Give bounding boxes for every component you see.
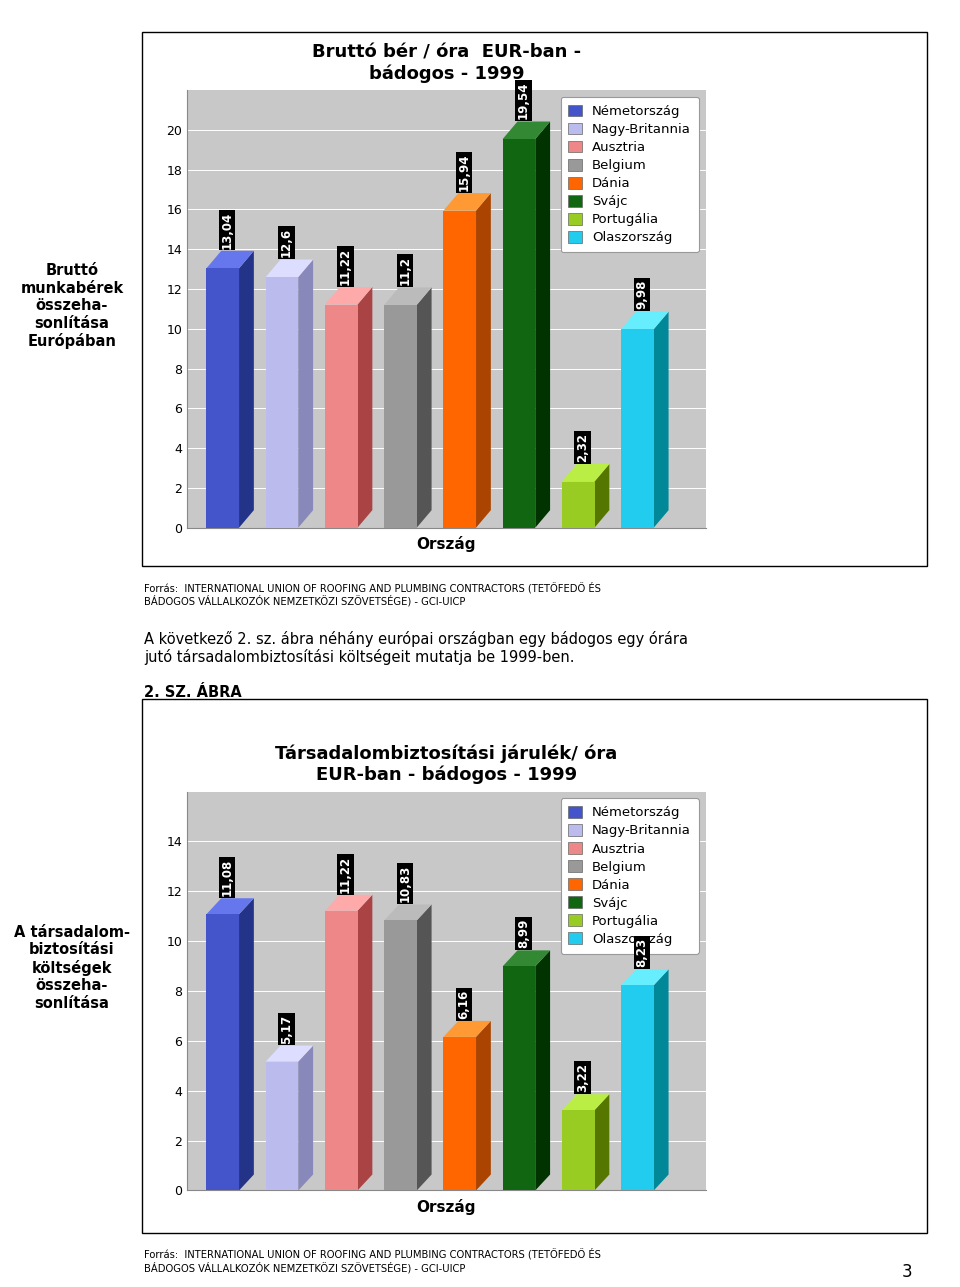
- Polygon shape: [444, 211, 476, 528]
- Text: 12,6: 12,6: [280, 228, 293, 257]
- Legend: Németország, Nagy-Britannia, Ausztria, Belgium, Dánia, Svájc, Portugália, Olaszo: Németország, Nagy-Britannia, Ausztria, B…: [561, 798, 699, 954]
- Text: 3: 3: [901, 1263, 912, 1281]
- Text: 11,22: 11,22: [339, 247, 352, 284]
- Polygon shape: [239, 251, 253, 528]
- Polygon shape: [324, 305, 357, 528]
- Text: 11,08: 11,08: [221, 858, 233, 896]
- Text: Bruttó
munkabérek
összeha-
sonlítása
Európában: Bruttó munkabérek összeha- sonlítása Eur…: [20, 264, 124, 349]
- Polygon shape: [621, 969, 668, 986]
- Polygon shape: [206, 268, 239, 528]
- Polygon shape: [384, 920, 417, 1190]
- Text: 19,54: 19,54: [516, 82, 530, 120]
- Text: Forrás:  INTERNATIONAL UNION OF ROOFING AND PLUMBING CONTRACTORS (TETŐFEDŐ ÉS
BÁ: Forrás: INTERNATIONAL UNION OF ROOFING A…: [144, 1248, 601, 1273]
- Text: 6,16: 6,16: [458, 990, 470, 1019]
- Polygon shape: [357, 894, 372, 1190]
- Text: 8,99: 8,99: [516, 919, 530, 949]
- Polygon shape: [417, 287, 432, 528]
- Polygon shape: [357, 287, 372, 528]
- Polygon shape: [562, 1094, 610, 1111]
- Text: Forrás:  INTERNATIONAL UNION OF ROOFING AND PLUMBING CONTRACTORS (TETŐFEDŐ ÉS
BÁ: Forrás: INTERNATIONAL UNION OF ROOFING A…: [144, 582, 601, 606]
- Polygon shape: [503, 121, 550, 139]
- Polygon shape: [299, 260, 313, 528]
- Polygon shape: [266, 277, 299, 528]
- Polygon shape: [206, 914, 239, 1190]
- Polygon shape: [654, 969, 668, 1190]
- Title: Bruttó bér / óra  EUR-ban -
bádogos - 1999: Bruttó bér / óra EUR-ban - bádogos - 199…: [312, 44, 581, 82]
- Text: 2. SZ. ÁBRA: 2. SZ. ÁBRA: [144, 685, 242, 700]
- Polygon shape: [654, 311, 668, 528]
- Polygon shape: [503, 967, 536, 1190]
- Text: 8,23: 8,23: [636, 938, 648, 968]
- Polygon shape: [621, 311, 668, 329]
- Text: 15,94: 15,94: [458, 153, 470, 190]
- Polygon shape: [503, 950, 550, 967]
- Polygon shape: [299, 1045, 313, 1190]
- Legend: Németország, Nagy-Britannia, Ausztria, Belgium, Dánia, Svájc, Portugália, Olaszo: Németország, Nagy-Britannia, Ausztria, B…: [561, 97, 699, 252]
- Polygon shape: [417, 905, 432, 1190]
- Text: 13,04: 13,04: [221, 211, 233, 248]
- Polygon shape: [324, 911, 357, 1190]
- Polygon shape: [594, 1094, 610, 1190]
- Polygon shape: [621, 986, 654, 1190]
- Polygon shape: [536, 950, 550, 1190]
- Polygon shape: [266, 260, 313, 277]
- Polygon shape: [324, 894, 372, 911]
- Polygon shape: [206, 898, 253, 914]
- Title: Társadalombiztosítási járulék/ óra
EUR-ban - bádogos - 1999: Társadalombiztosítási járulék/ óra EUR-b…: [276, 744, 617, 784]
- Text: 11,22: 11,22: [339, 856, 352, 893]
- Polygon shape: [324, 287, 372, 305]
- Polygon shape: [621, 329, 654, 528]
- Polygon shape: [476, 193, 491, 528]
- Text: 5,17: 5,17: [280, 1014, 293, 1044]
- Polygon shape: [503, 139, 536, 528]
- Text: 10,83: 10,83: [398, 865, 412, 902]
- Polygon shape: [562, 1111, 594, 1190]
- Text: 11,2: 11,2: [398, 256, 412, 286]
- Polygon shape: [444, 1021, 491, 1037]
- X-axis label: Ország: Ország: [417, 535, 476, 552]
- Polygon shape: [594, 465, 610, 528]
- Polygon shape: [562, 481, 594, 528]
- Text: 2,32: 2,32: [576, 432, 589, 462]
- Text: 9,98: 9,98: [636, 281, 648, 309]
- Text: A társadalom-
biztosítási
költségek
összeha-
sonlítása: A társadalom- biztosítási költségek össz…: [14, 925, 130, 1010]
- Polygon shape: [239, 898, 253, 1190]
- Polygon shape: [444, 1037, 476, 1190]
- Polygon shape: [476, 1021, 491, 1190]
- Polygon shape: [562, 465, 610, 481]
- Text: A következő 2. sz. ábra néhány európai országban egy bádogos egy órára
jutó társ: A következő 2. sz. ábra néhány európai o…: [144, 631, 688, 665]
- Polygon shape: [384, 305, 417, 528]
- X-axis label: Ország: Ország: [417, 1198, 476, 1215]
- Polygon shape: [384, 905, 432, 920]
- Polygon shape: [266, 1045, 313, 1062]
- Text: 3,22: 3,22: [576, 1063, 589, 1093]
- Polygon shape: [266, 1062, 299, 1190]
- Polygon shape: [206, 251, 253, 268]
- Polygon shape: [384, 287, 432, 305]
- Polygon shape: [536, 121, 550, 528]
- Polygon shape: [444, 193, 491, 211]
